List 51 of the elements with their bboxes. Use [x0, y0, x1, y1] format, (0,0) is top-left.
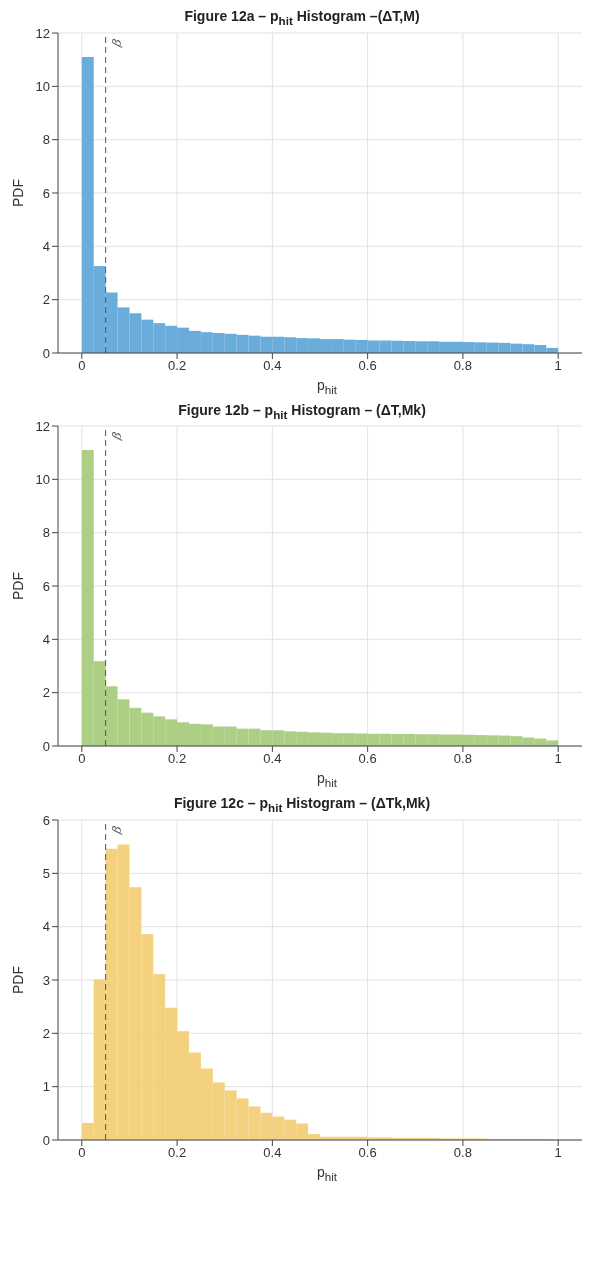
x-tick-label: 1: [554, 1145, 562, 1161]
x-tick-label: 1: [554, 358, 562, 374]
x-tick-label: 0.8: [453, 1145, 472, 1161]
y-tick-label: 6: [42, 812, 50, 828]
x-axis-title: p$_{hit}$: [315, 376, 339, 396]
y-tick-label: 2: [42, 685, 50, 701]
x-tick-label: 0: [78, 1145, 86, 1161]
y-tick-label: 0: [42, 345, 50, 361]
y-tick-label: 3: [42, 972, 50, 988]
y-tick-label: 0: [42, 739, 50, 755]
x-tick-label: 0.8: [453, 358, 472, 374]
x-axis-title: p$_{hit}$: [315, 770, 339, 790]
y-tick-label: 10: [35, 472, 50, 488]
x-tick-label: 0.2: [168, 751, 187, 767]
x-tick-label: 0.4: [263, 751, 282, 767]
y-tick-label: 0: [42, 1132, 50, 1148]
y-tick-label: 8: [42, 132, 50, 148]
ref-line-label: β: [108, 824, 125, 836]
y-tick-label: 1: [42, 1079, 50, 1095]
x-tick-label: 0: [78, 751, 86, 767]
y-axis-title: PDF: [9, 178, 26, 207]
x-tick-label: 1: [554, 751, 562, 767]
y-axis-title: PDF: [9, 965, 26, 994]
x-tick-label: 0.4: [263, 1145, 282, 1161]
y-tick-label: 4: [42, 238, 50, 254]
y-tick-label: 2: [42, 1025, 50, 1041]
x-tick-label: 0.8: [453, 751, 472, 767]
x-tick-label: 0: [78, 358, 86, 374]
chart-title: Figure 12a – p$_{hit}$ Histogram –(ΔT,M): [183, 8, 421, 27]
y-tick-label: 12: [35, 419, 50, 435]
y-tick-label: 8: [42, 525, 50, 541]
y-tick-label: 12: [35, 25, 50, 41]
x-axis-title: p$_{hit}$: [315, 1163, 339, 1183]
y-tick-label: 10: [35, 78, 50, 94]
x-tick-label: 0.4: [263, 358, 282, 374]
x-tick-label: 0.6: [358, 751, 377, 767]
ref-line-label: β: [108, 37, 125, 49]
y-tick-label: 6: [42, 185, 50, 201]
x-tick-label: 0.6: [358, 1145, 377, 1161]
y-tick-label: 5: [42, 865, 50, 881]
y-tick-label: 6: [42, 579, 50, 595]
chart-title: Figure 12b – p$_{hit}$ Histogram – (ΔT,Mk): [177, 401, 427, 421]
y-tick-label: 4: [42, 632, 50, 648]
chart-title: Figure 12c – p$_{hit}$ Histogram – (ΔTk,Mk): [172, 795, 432, 814]
x-tick-label: 0.2: [168, 358, 187, 374]
y-tick-label: 2: [42, 292, 50, 308]
y-axis-title: PDF: [9, 572, 26, 601]
y-tick-label: 4: [42, 919, 50, 935]
x-tick-label: 0.6: [358, 358, 377, 374]
x-tick-label: 0.2: [168, 1145, 187, 1161]
ref-line-label: β: [108, 430, 125, 443]
